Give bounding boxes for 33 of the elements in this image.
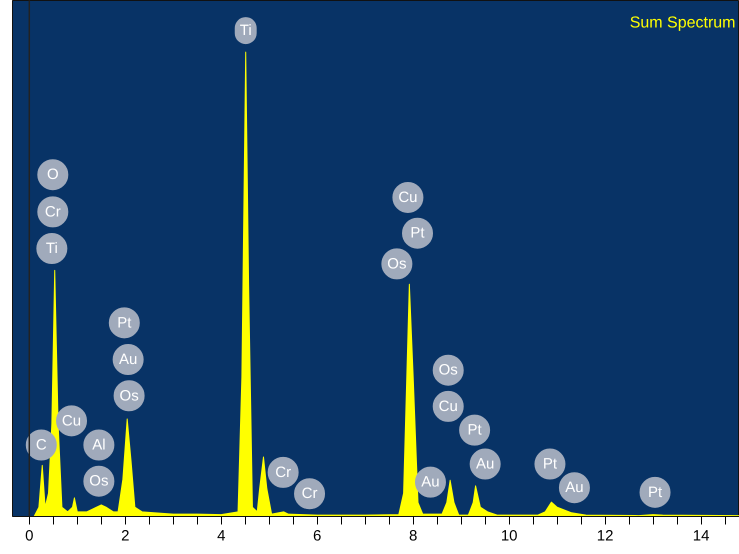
annotation: Ti [46, 240, 58, 258]
annotation: Au [118, 351, 138, 368]
annotation: Os [120, 387, 139, 404]
annotation: Al [92, 436, 106, 454]
x-tick-label: 10 [500, 528, 518, 544]
annotation: C [36, 436, 47, 454]
annotation: Os [89, 472, 108, 490]
annotation: Os [387, 255, 406, 272]
annotation: Pt [648, 484, 663, 501]
x-tick-label: 14 [692, 528, 710, 544]
annotation: Pt [542, 456, 558, 473]
annotation: Os [438, 362, 458, 379]
annotation: Au [565, 479, 584, 496]
x-tick-label: 12 [596, 528, 614, 544]
annotation: Au [476, 456, 494, 473]
annotation: Cr [275, 464, 292, 481]
x-tick-label: 6 [313, 528, 322, 544]
annotation: Au [421, 474, 440, 491]
annotation: Pt [468, 422, 483, 439]
x-tick-label: 4 [217, 528, 226, 544]
annotation: Cu [62, 412, 82, 430]
text: Ti [240, 22, 252, 40]
annotation: O [46, 166, 59, 184]
x-tick-label: 8 [409, 528, 418, 544]
annotation: Pt [117, 314, 132, 332]
annotation: Cu [398, 188, 418, 206]
annotation: Cu [438, 398, 458, 415]
chart-title: Sum Spectrum [630, 14, 736, 32]
annotation: Cr [302, 485, 318, 502]
x-tick-label: 2 [121, 528, 130, 544]
x-tick-label: 0 [25, 528, 34, 544]
annotation: Cr [44, 203, 61, 220]
annotation: Pt [410, 224, 426, 242]
